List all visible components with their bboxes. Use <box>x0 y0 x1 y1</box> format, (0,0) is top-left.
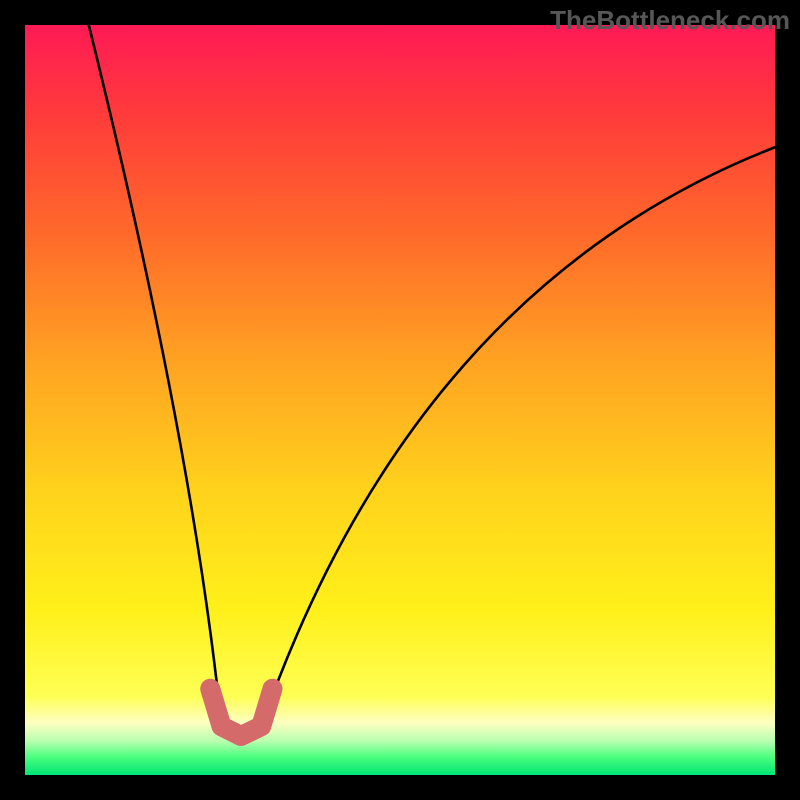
gradient-background <box>25 25 775 775</box>
chart-container: TheBottleneck.com <box>0 0 800 800</box>
chart-svg <box>0 0 800 800</box>
watermark-text: TheBottleneck.com <box>550 5 790 36</box>
